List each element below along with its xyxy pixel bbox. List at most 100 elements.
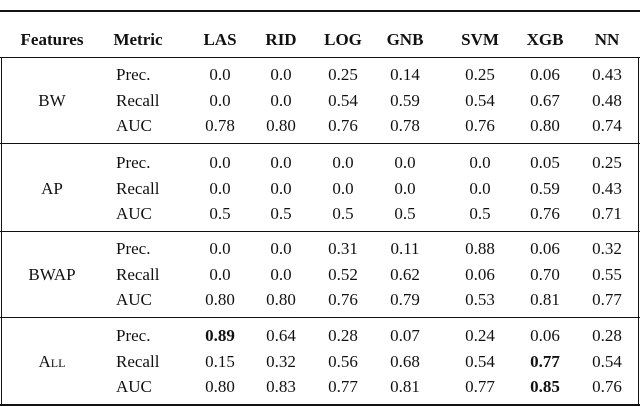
value-cell: 0.11 [390, 239, 420, 258]
value-cell: 0.43 [592, 178, 622, 198]
value-cell: 0.0 [469, 153, 491, 172]
value-cell: 0.0 [209, 264, 231, 284]
value-cell: 0.76 [592, 377, 622, 396]
metric-label: AUC [116, 204, 152, 223]
value-cell: 0.54 [465, 90, 495, 110]
metric-label: AUC [116, 116, 152, 135]
value-cell: 0.78 [205, 116, 235, 135]
value-cell: 0.0 [332, 153, 354, 172]
value-cell: 0.0 [209, 178, 231, 198]
value-cell: 0.28 [328, 326, 358, 345]
vertical-rule [1, 57, 2, 405]
value-cell: 0.74 [592, 116, 622, 135]
value-cell: 0.67 [530, 90, 560, 110]
value-cell: 0.80 [266, 290, 296, 309]
rule [0, 231, 640, 232]
value-cell: 0.06 [465, 264, 495, 284]
value-cell: 0.0 [332, 178, 354, 198]
value-cell: 0.0 [270, 153, 292, 172]
feature-label: All [38, 351, 66, 371]
value-cell: 0.76 [328, 116, 358, 135]
value-cell: 0.62 [390, 264, 420, 284]
value-cell: 0.56 [328, 351, 358, 371]
value-cell: 0.76 [465, 116, 495, 135]
value-cell: 0.0 [209, 90, 231, 110]
value-cell: 0.32 [592, 239, 622, 258]
value-cell: 0.64 [266, 326, 296, 345]
value-cell: 0.53 [465, 290, 495, 309]
value-cell: 0.80 [266, 116, 296, 135]
value-cell: 0.77 [465, 377, 495, 396]
value-cell: 0.0 [209, 65, 231, 84]
value-cell: 0.88 [465, 239, 495, 258]
value-cell: 0.24 [465, 326, 495, 345]
value-cell: 0.79 [390, 290, 420, 309]
column-header: XGB [526, 30, 564, 49]
value-cell: 0.5 [394, 204, 416, 223]
metric-label: Recall [116, 264, 160, 284]
value-cell: 0.81 [390, 377, 420, 396]
vertical-rule [638, 57, 639, 405]
value-cell: 0.54 [328, 90, 358, 110]
value-cell: 0.89 [205, 326, 235, 345]
value-cell: 0.25 [465, 65, 495, 84]
value-cell: 0.0 [270, 90, 292, 110]
value-cell: 0.68 [390, 351, 420, 371]
column-header: GNB [386, 30, 424, 49]
value-cell: 0.54 [592, 351, 622, 371]
column-header: NN [594, 30, 620, 49]
rule [0, 10, 640, 12]
column-header: SVM [461, 30, 499, 49]
value-cell: 0.71 [592, 204, 622, 223]
value-cell: 0.05 [530, 153, 560, 172]
metric-label: Recall [116, 351, 160, 371]
value-cell: 0.80 [530, 116, 560, 135]
value-cell: 0.0 [270, 178, 292, 198]
column-header: LAS [203, 30, 237, 49]
metric-label: Recall [116, 90, 160, 110]
metric-label: Prec. [116, 153, 151, 172]
value-cell: 0.25 [328, 65, 358, 84]
value-cell: 0.55 [592, 264, 622, 284]
value-cell: 0.83 [266, 377, 296, 396]
column-header: Metric [113, 30, 163, 49]
value-cell: 0.43 [592, 65, 622, 84]
value-cell: 0.32 [266, 351, 296, 371]
metric-label: Prec. [116, 65, 151, 84]
value-cell: 0.0 [394, 153, 416, 172]
value-cell: 0.52 [328, 264, 358, 284]
value-cell: 0.06 [530, 65, 560, 84]
value-cell: 0.0 [270, 65, 292, 84]
feature-label: BW [38, 90, 66, 110]
metric-label: Recall [116, 178, 160, 198]
value-cell: 0.77 [328, 377, 358, 396]
metric-label: Prec. [116, 326, 151, 345]
value-cell: 0.77 [592, 290, 622, 309]
value-cell: 0.15 [205, 351, 235, 371]
value-cell: 0.0 [469, 178, 491, 198]
feature-label: BWAP [28, 264, 76, 284]
value-cell: 0.59 [530, 178, 560, 198]
value-cell: 0.06 [530, 239, 560, 258]
value-cell: 0.5 [469, 204, 491, 223]
value-cell: 0.0 [394, 178, 416, 198]
column-header: Features [20, 30, 84, 49]
value-cell: 0.78 [390, 116, 420, 135]
value-cell: 0.80 [205, 290, 235, 309]
value-cell: 0.59 [390, 90, 420, 110]
value-cell: 0.80 [205, 377, 235, 396]
value-cell: 0.31 [328, 239, 358, 258]
value-cell: 0.76 [530, 204, 560, 223]
rule [0, 143, 640, 144]
value-cell: 0.70 [530, 264, 560, 284]
value-cell: 0.0 [209, 239, 231, 258]
rule [0, 404, 640, 406]
value-cell: 0.5 [209, 204, 231, 223]
value-cell: 0.85 [530, 377, 560, 396]
metric-label: AUC [116, 377, 152, 396]
value-cell: 0.07 [390, 326, 420, 345]
feature-label: AP [41, 178, 63, 198]
metric-label: AUC [116, 290, 152, 309]
value-cell: 0.5 [332, 204, 354, 223]
